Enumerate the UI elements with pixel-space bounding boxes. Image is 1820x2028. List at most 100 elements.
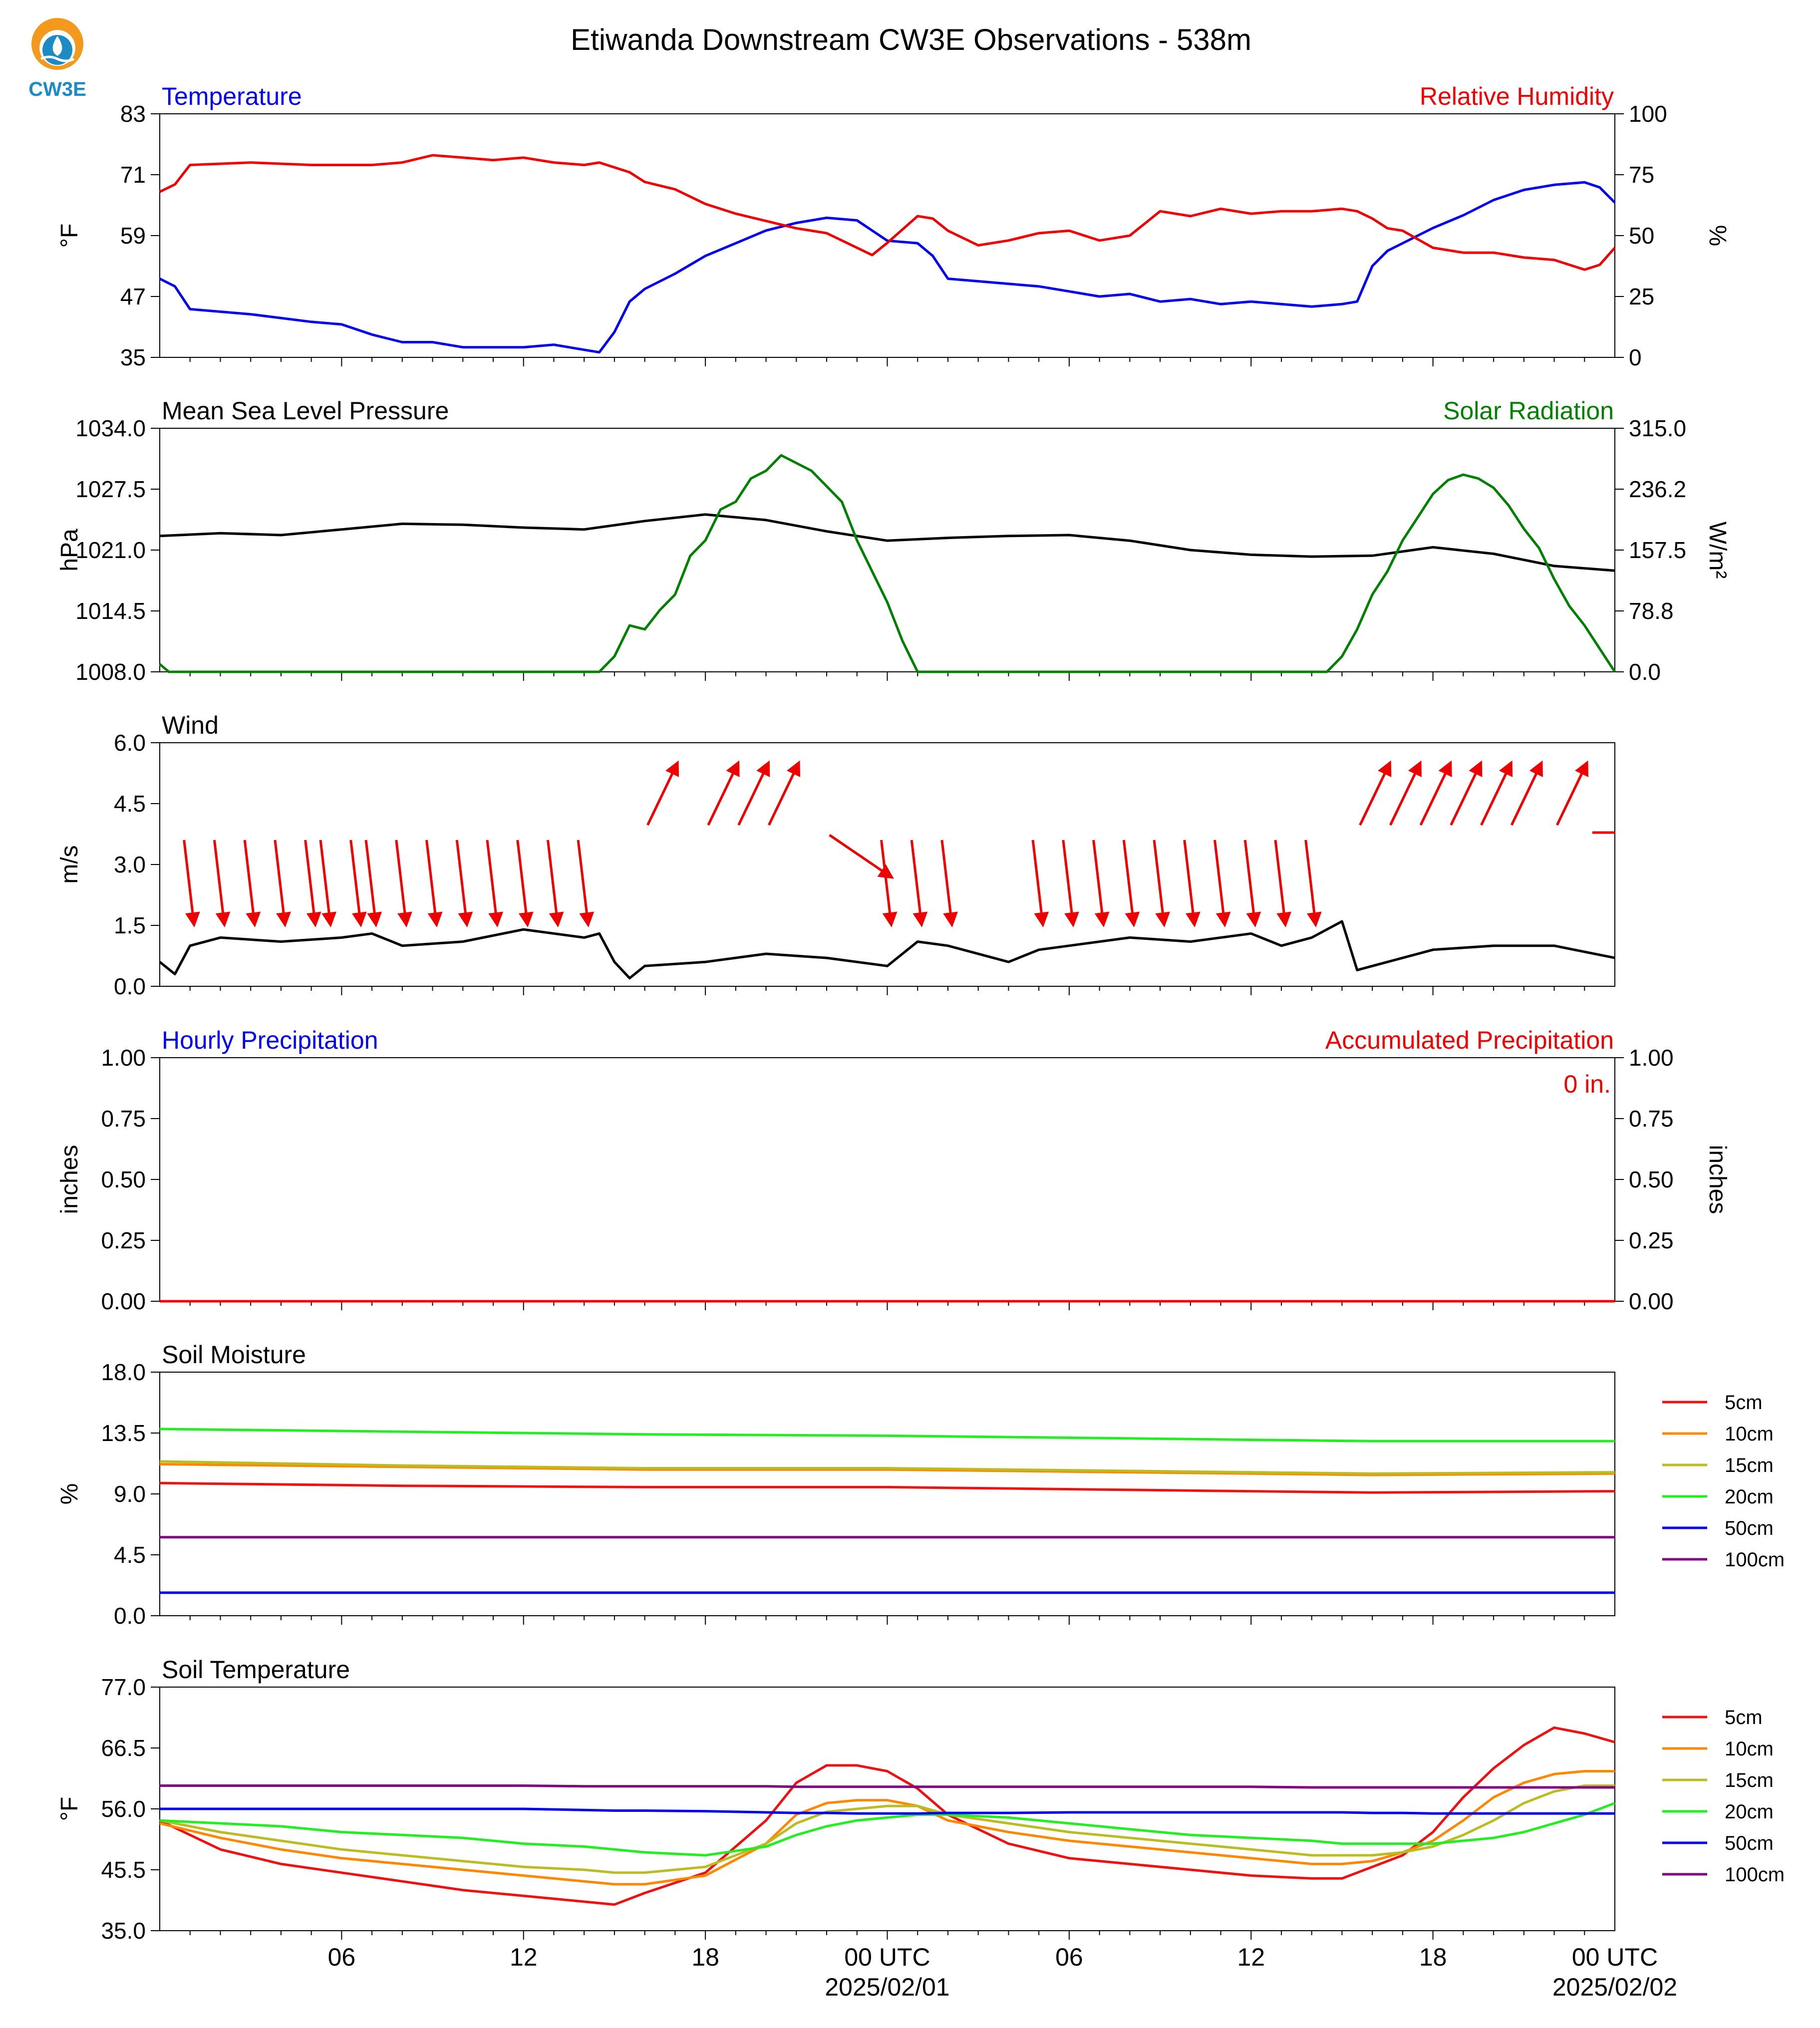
wind-arrow (1450, 760, 1483, 826)
x-tick-label: 18 (1419, 1943, 1447, 1971)
y-right-tick-label: 1.00 (1629, 1045, 1674, 1071)
wind-arrow (829, 834, 894, 879)
legend: 5cm 10cm 15cm 20cm 50cm 100cm (1662, 1392, 1785, 1571)
accumulated-annotation: 0 in. (1563, 1070, 1611, 1098)
y-tick-label: 0.25 (101, 1227, 146, 1253)
x-tick-label: 12 (510, 1943, 538, 1971)
y-tick-label: 59 (120, 223, 146, 249)
wind-arrow (425, 840, 443, 927)
y-axis-label: m/s (56, 845, 83, 883)
legend-label: 15cm (1725, 1769, 1774, 1791)
legend-label: 5cm (1725, 1392, 1763, 1414)
y-right-tick-label: 236.2 (1629, 476, 1686, 502)
wind-arrow (274, 840, 291, 927)
legend-label: 10cm (1725, 1423, 1774, 1445)
x-tick-label: 18 (691, 1943, 719, 1971)
legend-label: 100cm (1725, 1549, 1785, 1571)
figure-title: Etiwanda Downstream CW3E Observations - … (571, 23, 1251, 56)
series-line-5cm (159, 1481, 1615, 1494)
series-line-100cm (160, 1784, 1615, 1789)
panel-soil-temperature: 35.0 45.5 56.0 66.5 77.0 Soil Temperature °F 5c… (56, 1656, 1785, 1944)
logo-text: CW3E (28, 78, 86, 100)
y-right-tick-label: 0.25 (1629, 1227, 1674, 1253)
y-tick-label: 1021.0 (75, 537, 146, 563)
wind-arrow (1122, 840, 1140, 927)
y-tick-label: 1008.0 (75, 659, 146, 685)
legend-label: 50cm (1725, 1832, 1774, 1854)
y-tick-label: 1014.5 (75, 598, 146, 624)
wind-arrow (364, 840, 382, 927)
y-tick-label: 56.0 (101, 1796, 146, 1822)
panel-pressure-solar: 1008.0 1014.5 1021.0 1027.5 1034.0 0.0 78.8 157… (56, 397, 1731, 685)
y-tick-label: 0.75 (101, 1106, 146, 1132)
y-tick-label: 1027.5 (75, 476, 146, 502)
x-date-label: 2025/02/02 (1552, 1973, 1677, 2001)
wind-arrow (304, 840, 321, 927)
x-tick-label: 00 UTC (1572, 1943, 1658, 1971)
legend-label: 100cm (1725, 1864, 1785, 1886)
legend-label: 5cm (1725, 1707, 1763, 1729)
y-right-tick-label: 0.50 (1629, 1166, 1674, 1192)
y-right-tick-label: 315.0 (1629, 415, 1686, 441)
series-line-15cm (159, 1784, 1615, 1874)
y-tick-label: 1.5 (114, 912, 146, 938)
wind-arrow (577, 840, 595, 927)
panel-temperature-humidity: 35 47 59 71 83 0 25 50 75 100 Temperature Relative … (56, 82, 1731, 370)
series-line-10cm (159, 1462, 1615, 1476)
y-tick-label: 66.5 (101, 1735, 146, 1761)
panel-soil-moisture: 0.0 4.5 9.0 13.5 18.0 Soil Moisture% 5cm 10cm 15… (56, 1341, 1785, 1629)
wind-arrow (1153, 840, 1171, 927)
panel-title-right: Relative Humidity (1420, 82, 1614, 110)
y-tick-label: 18.0 (101, 1359, 146, 1385)
legend-label: 20cm (1725, 1801, 1774, 1823)
wind-arrow (880, 840, 898, 927)
y-tick-label: 77.0 (101, 1674, 146, 1700)
series-line-50cm (160, 1807, 1615, 1815)
wind-arrow (737, 760, 770, 826)
series-line-20cm (159, 1802, 1615, 1857)
panel-precipitation: 0.00 0.25 0.50 0.75 1.00 0.00 0.25 0.50 0.75 1.00… (56, 1026, 1731, 1314)
y-tick-label: 4.5 (114, 791, 146, 817)
wind-arrow (1183, 840, 1201, 927)
wind-arrow (1359, 760, 1392, 826)
y-tick-label: 0.0 (114, 973, 146, 999)
y-right-tick-label: 0 (1629, 344, 1642, 370)
y-tick-label: 0.00 (101, 1288, 146, 1314)
y-right-axis-label: W/m² (1704, 522, 1731, 579)
wind-arrow (183, 840, 200, 927)
y-right-tick-label: 25 (1629, 284, 1654, 309)
wind-arrow (1480, 760, 1513, 826)
y-tick-label: 47 (120, 284, 146, 309)
y-right-tick-label: 100 (1629, 101, 1667, 127)
y-right-tick-label: 0.75 (1629, 1106, 1674, 1132)
y-tick-label: 71 (120, 162, 146, 188)
y-tick-label: 45.5 (101, 1857, 146, 1883)
cw3e-logo: CW3E (28, 18, 86, 100)
wind-arrow (707, 760, 740, 826)
y-right-tick-label: 78.8 (1629, 598, 1674, 624)
x-tick-label: 12 (1237, 1943, 1265, 1971)
x-tick-label: 06 (1055, 1943, 1083, 1971)
x-date-label: 2025/02/01 (825, 1973, 949, 2001)
logo-drop-icon (52, 36, 62, 56)
wind-arrow (910, 840, 928, 927)
x-tick-label: 00 UTC (844, 1943, 930, 1971)
legend-label: 50cm (1725, 1517, 1774, 1539)
series-line-wind (159, 920, 1615, 980)
y-axis-label: °F (56, 224, 83, 248)
wind-arrow (319, 840, 336, 927)
y-axis-label: % (56, 1483, 83, 1505)
wind-arrow (646, 760, 679, 826)
wind-arrow (1243, 840, 1261, 927)
wind-arrow (1389, 760, 1422, 826)
y-right-tick-label: 0.0 (1629, 659, 1661, 685)
y-right-tick-label: 50 (1629, 223, 1654, 249)
y-right-tick-label: 157.5 (1629, 537, 1686, 563)
y-tick-label: 35 (120, 344, 146, 370)
wind-arrow (1556, 760, 1588, 826)
series-line-solar-radiation (159, 454, 1616, 673)
series-line-temperature (159, 181, 1616, 354)
y-axis-label: inches (56, 1145, 83, 1214)
